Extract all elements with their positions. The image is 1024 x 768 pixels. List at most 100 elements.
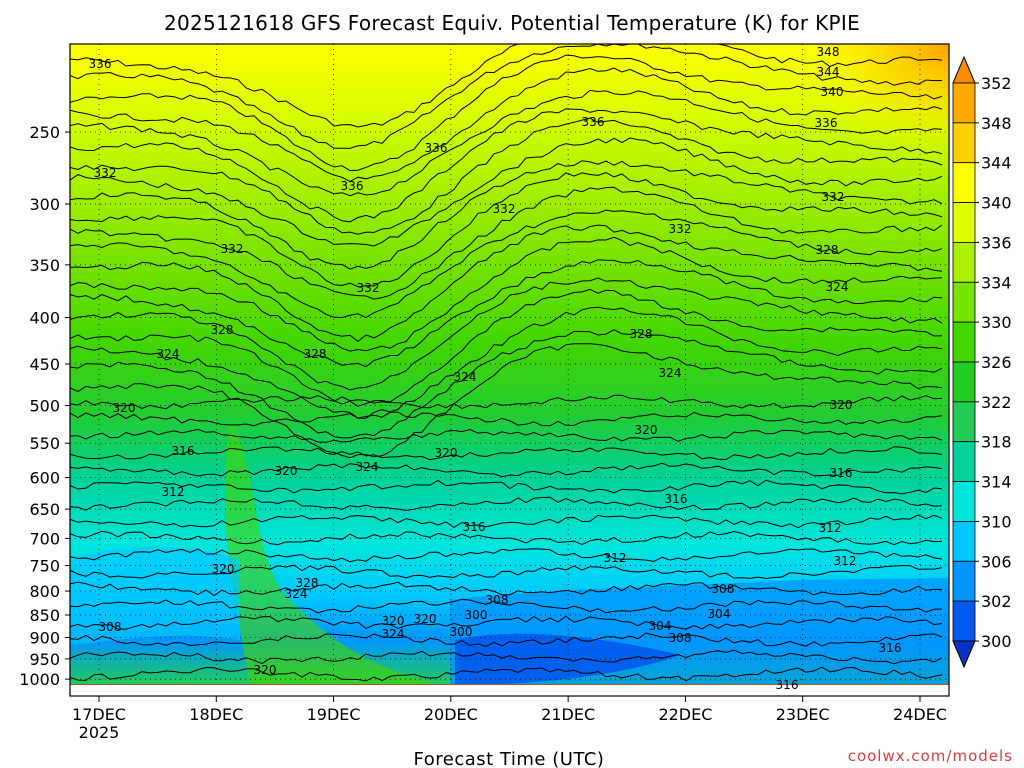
contour-label: 312 — [162, 485, 185, 499]
y-tick-label: 900 — [29, 629, 60, 648]
colorbar-swatch — [952, 481, 976, 522]
x-axis: 17DEC 18DEC 19DEC 20DEC 21DEC 22DEC 23DEC 24DEC — [72, 696, 947, 724]
y-tick-label: 400 — [29, 309, 60, 328]
y-tick-label: 700 — [29, 529, 60, 548]
contour-line — [70, 615, 943, 630]
colorbar-label: 344 — [981, 154, 1012, 173]
y-tick-label: 500 — [29, 397, 60, 416]
colorbar-swatch — [952, 122, 976, 164]
contour-label: 336 — [582, 115, 605, 129]
x-tick-label: 19DEC — [307, 705, 361, 724]
contour-label: 304 — [649, 619, 672, 633]
contour-label: 332 — [94, 166, 117, 180]
contour-label: 308 — [712, 582, 735, 596]
y-tick-label: 750 — [29, 557, 60, 576]
colorbar-swatch — [952, 162, 976, 203]
contour-line — [70, 329, 943, 439]
contour-label: 324 — [382, 627, 405, 641]
colorbar: 352 348 344 340 336 334 330 326 322 318 314 310 306 3… — [952, 55, 1012, 669]
colorbar-swatch — [952, 361, 976, 403]
colorbar-swatch — [952, 202, 976, 243]
contour-line — [70, 117, 943, 235]
contour-label: 312 — [604, 551, 627, 565]
contour-line — [70, 530, 943, 546]
colorbar-label: 340 — [981, 194, 1012, 213]
heatmap-left-cool — [70, 546, 240, 645]
contour-line — [70, 514, 943, 529]
contour-line — [70, 649, 943, 665]
x-tick-label: 20DEC — [424, 705, 478, 724]
contour-label: 312 — [819, 521, 842, 535]
contour-label: 332 — [669, 222, 692, 236]
colorbar-label: 348 — [981, 114, 1012, 133]
y-tick-label: 850 — [29, 606, 60, 625]
contour-line — [70, 44, 943, 128]
contour-line — [70, 564, 943, 580]
contour-label: 348 — [817, 45, 840, 59]
y-axis: 250 300 350 400 450 500 550 600 650 700 750 800 850 9… — [19, 123, 70, 689]
contour-lines — [70, 44, 943, 682]
contour-label: 320 — [275, 464, 298, 478]
contour-line — [70, 160, 943, 270]
y-tick-label: 350 — [29, 256, 60, 275]
contour-label: 316 — [463, 520, 486, 534]
contour-label: 316 — [879, 641, 902, 655]
contour-label: 336 — [89, 57, 112, 71]
contour-label: 324 — [356, 460, 379, 474]
contour-label: 308 — [486, 593, 509, 607]
contour-label: 328 — [630, 327, 653, 341]
heatmap-warm-tongue — [224, 420, 440, 685]
y-tick-label: 950 — [29, 650, 60, 669]
credit-text: coolwx.com/models — [848, 747, 1013, 765]
contour-label: 300 — [465, 608, 488, 622]
contour-line — [70, 496, 943, 511]
contour-label: 328 — [296, 576, 319, 590]
contour-line — [70, 479, 943, 495]
colorbar-swatch — [952, 281, 976, 323]
contour-label: 332 — [357, 281, 380, 295]
colorbar-swatch — [952, 560, 976, 602]
x-tick-label: 21DEC — [541, 705, 595, 724]
contour-line — [70, 137, 943, 247]
contour-label: 332 — [822, 190, 845, 204]
contour-line — [70, 462, 943, 478]
contour-line — [70, 44, 943, 149]
contour-line — [70, 548, 943, 563]
contour-label: 324 — [157, 347, 180, 361]
contour-line — [70, 277, 943, 391]
contour-line — [70, 259, 943, 368]
contour-label: 332 — [221, 242, 244, 256]
contour-label: 316 — [172, 444, 195, 458]
contour-line — [70, 108, 943, 223]
colorbar-swatch — [952, 600, 976, 642]
contour-line — [70, 343, 943, 459]
x-tick-label: 18DEC — [189, 705, 243, 724]
contour-label: 320 — [254, 663, 277, 677]
contour-line — [70, 172, 943, 288]
contour-label: 324 — [659, 366, 682, 380]
contour-label: 320 — [414, 612, 437, 626]
x-tick-label: 23DEC — [776, 705, 830, 724]
colorbar-label: 302 — [981, 592, 1012, 611]
colorbar-top-arrow — [952, 55, 976, 84]
heatmap-warm-corner — [600, 44, 949, 304]
contour-label: 316 — [776, 678, 799, 692]
x-tick-label: 24DEC — [893, 705, 947, 724]
colorbar-swatch — [952, 401, 976, 443]
colorbar-swatch — [952, 242, 976, 283]
colorbar-label: 318 — [981, 433, 1012, 452]
contour-label: 300 — [450, 625, 473, 639]
contour-label: 308 — [99, 620, 122, 634]
contour-label: 308 — [669, 631, 692, 645]
y-tick-label: 600 — [29, 469, 60, 488]
contour-label: 320 — [382, 614, 405, 628]
colorbar-label: 330 — [981, 313, 1012, 332]
contour-label: 344 — [817, 65, 840, 79]
y-tick-label: 1000 — [19, 670, 60, 689]
plot-frame — [69, 43, 950, 697]
y-tick-label: 450 — [29, 355, 60, 374]
x-axis-title: Forecast Time (UTC) — [414, 749, 605, 768]
colorbar-swatch — [952, 321, 976, 363]
contour-label: 316 — [665, 492, 688, 506]
